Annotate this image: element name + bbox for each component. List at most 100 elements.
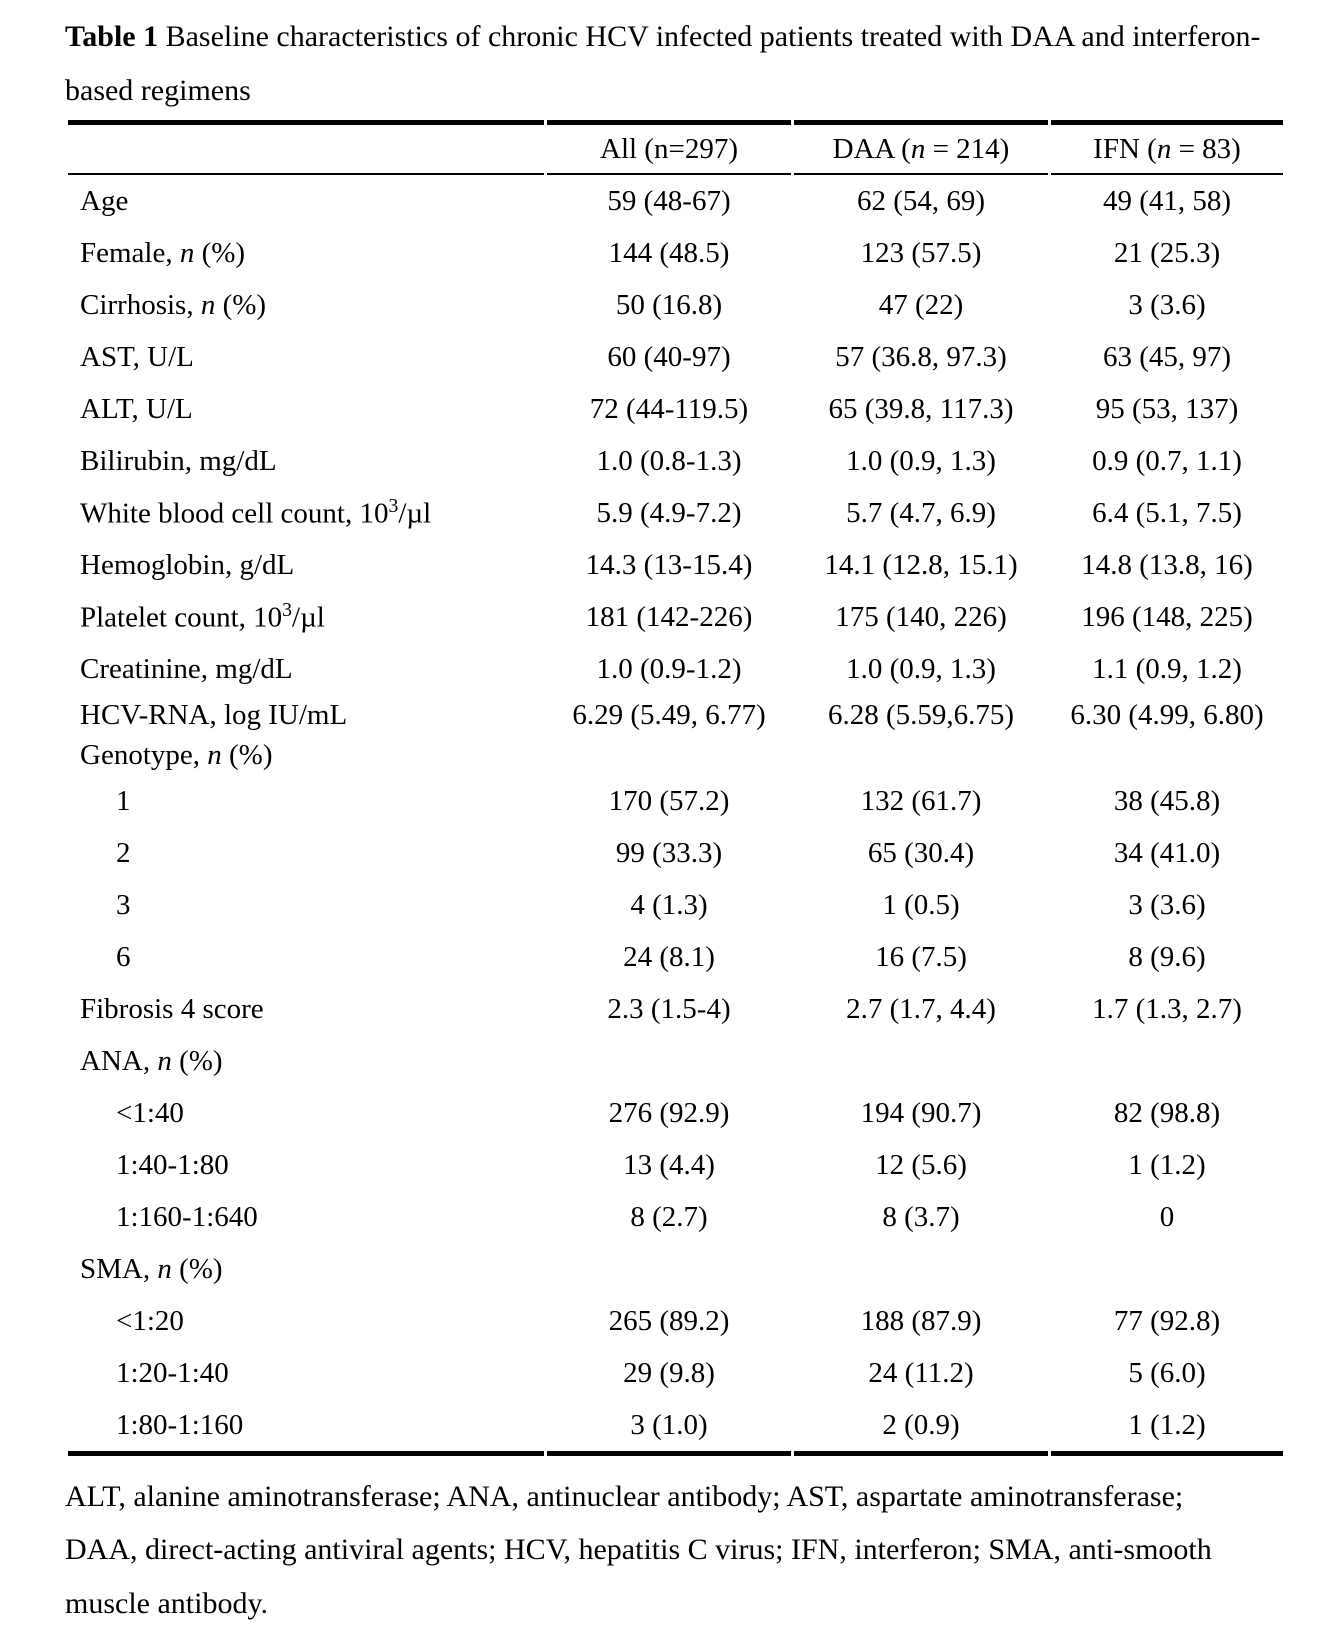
cell-value: 65 (30.4): [867, 836, 975, 869]
cell-value: 5.9 (4.9-7.2): [596, 496, 742, 529]
cell-value: 8 (3.7): [882, 1200, 960, 1233]
label-text: (%): [215, 288, 267, 321]
row-label: 1:80-1:160: [68, 1399, 544, 1456]
italic-n: n: [910, 132, 926, 165]
label-text: 3: [116, 888, 131, 921]
label-text: /µl: [292, 601, 325, 634]
cell-value: 1.0 (0.9-1.2): [596, 652, 742, 685]
label-text: 6: [116, 940, 131, 973]
row-label: <1:40: [68, 1087, 544, 1139]
table-row: Bilirubin, mg/dL 1.0 (0.8-1.3) 1.0 (0.9, 1…: [68, 435, 1283, 487]
table-row: 6 24 (8.1) 16 (7.5) 8 (9.6): [68, 931, 1283, 983]
cell-value: [547, 1035, 791, 1087]
cell-value: 63 (45, 97): [1102, 340, 1232, 373]
table-caption: Table 1 Baseline characteristics of chro…: [65, 10, 1265, 118]
italic-n: n: [200, 288, 216, 321]
cell-value: 1 (1.2): [1051, 1399, 1283, 1456]
label-text: = 214): [925, 132, 1010, 165]
label-text: (%): [194, 236, 246, 269]
cell-value: 34 (41.0): [1113, 836, 1221, 869]
table-row: 1:20-1:40 29 (9.8) 24 (11.2) 5 (6.0): [68, 1347, 1283, 1399]
label-text: /µl: [398, 497, 432, 530]
abbreviations-footnote: ALT, alanine aminotransferase; ANA, anti…: [65, 1480, 1212, 1620]
column-header-2: IFN (n = 83): [1051, 120, 1283, 175]
cell-value: 0: [1159, 1200, 1175, 1233]
row-label: 1: [68, 775, 544, 827]
cell-value: 14.3 (13-15.4): [585, 548, 753, 581]
label-text: All (n=297): [600, 132, 738, 165]
baseline-characteristics-table: All (n=297) DAA (n = 214) IFN (n = 83) Age…: [65, 120, 1286, 1456]
row-label: <1:20: [68, 1295, 544, 1347]
cell-value: 21 (25.3): [1113, 236, 1221, 269]
cell-value: 175 (140, 226): [835, 600, 1007, 633]
label-text: ALT, U/L: [80, 392, 193, 425]
cell-value: 1.0 (0.9, 1.3): [846, 652, 996, 685]
cell-value: 181 (142-226): [585, 600, 753, 633]
table-row: ANA, n (%): [68, 1035, 1283, 1087]
table-row: Fibrosis 4 score 2.3 (1.5-4) 2.7 (1.7, 4.4…: [68, 983, 1283, 1035]
cell-value: 0.9 (0.7, 1.1): [1092, 444, 1242, 477]
table-row: White blood cell count, 103/µl 5.9 (4.9-7…: [68, 487, 1283, 539]
row-label: ALT, U/L: [68, 383, 544, 435]
row-label: 6: [68, 931, 544, 983]
table-row: 3 4 (1.3) 1 (0.5) 3 (3.6): [68, 879, 1283, 931]
table-row: 1 170 (57.2) 132 (61.7) 38 (45.8): [68, 775, 1283, 827]
label-text: AST, U/L: [80, 340, 194, 373]
cell-value: 77 (92.8): [1113, 1304, 1221, 1337]
label-text: HCV-RNA, log IU/mL: [80, 698, 348, 731]
row-label: 2: [68, 827, 544, 879]
cell-value: 132 (61.7): [860, 784, 982, 817]
cell-value: [1051, 735, 1283, 775]
italic-n: n: [207, 738, 222, 771]
cell-value: 24 (8.1): [623, 940, 715, 973]
row-label: Fibrosis 4 score: [68, 983, 544, 1035]
cell-value: 144 (48.5): [608, 236, 730, 269]
table-row: 1:40-1:80 13 (4.4) 12 (5.6) 1 (1.2): [68, 1139, 1283, 1191]
row-label: SMA, n (%): [68, 1243, 544, 1295]
cell-value: 196 (148, 225): [1081, 600, 1253, 633]
label-text: Creatinine, mg/dL: [80, 652, 293, 685]
cell-value: 5.7 (4.7, 6.9): [846, 496, 996, 529]
label-text: 1:40-1:80: [116, 1148, 229, 1181]
table-row: <1:40 276 (92.9) 194 (90.7) 82 (98.8): [68, 1087, 1283, 1139]
label-text: Female,: [80, 236, 180, 269]
label-text: Bilirubin, mg/dL: [80, 444, 277, 477]
label-text: (%): [171, 1252, 223, 1285]
row-label: HCV-RNA, log IU/mL: [68, 695, 544, 735]
cell-value: [547, 1243, 791, 1295]
row-label: 3: [68, 879, 544, 931]
superscript: 3: [388, 495, 399, 518]
column-header-1: DAA (n = 214): [794, 120, 1048, 175]
row-label: White blood cell count, 103/µl: [68, 487, 544, 539]
label-text: Platelet count, 10: [80, 601, 283, 634]
table-row: ALT, U/L 72 (44-119.5) 65 (39.8, 117.3) 95 …: [68, 383, 1283, 435]
cell-value: [794, 1243, 1048, 1295]
cell-value: 3 (3.6): [1128, 288, 1206, 321]
row-label: Bilirubin, mg/dL: [68, 435, 544, 487]
table-row: Age 59 (48-67) 62 (54, 69) 49 (41, 58): [68, 175, 1283, 227]
cell-value: 95 (53, 137): [1095, 392, 1239, 425]
row-label: Creatinine, mg/dL: [68, 643, 544, 695]
table-row: Female, n (%) 144 (48.5) 123 (57.5) 21 (25.…: [68, 227, 1283, 279]
cell-value: 49 (41, 58): [1102, 184, 1232, 217]
superscript: 3: [282, 599, 293, 622]
cell-value: 50 (16.8): [615, 288, 723, 321]
cell-value: 65 (39.8, 117.3): [828, 392, 1014, 425]
label-text: 2: [116, 836, 131, 869]
table-row: 2 99 (33.3) 65 (30.4) 34 (41.0): [68, 827, 1283, 879]
cell-value: 16 (7.5): [875, 940, 967, 973]
cell-value: [547, 735, 791, 775]
label-text: <1:40: [116, 1096, 184, 1129]
row-label: 1:40-1:80: [68, 1139, 544, 1191]
cell-value: 8 (2.7): [630, 1200, 708, 1233]
cell-value: 1.0 (0.9, 1.3): [846, 444, 996, 477]
label-text: White blood cell count, 10: [80, 497, 389, 530]
cell-value: [1051, 1035, 1283, 1087]
table-row: Hemoglobin, g/dL 14.3 (13-15.4) 14.1 (12.8…: [68, 539, 1283, 591]
cell-value: 38 (45.8): [1113, 784, 1221, 817]
cell-value: 194 (90.7): [860, 1096, 982, 1129]
table-row: 1:80-1:160 3 (1.0) 2 (0.9) 1 (1.2): [68, 1399, 1283, 1456]
cell-value: 6.30 (4.99, 6.80): [1070, 698, 1264, 731]
label-text: 1: [116, 784, 131, 817]
